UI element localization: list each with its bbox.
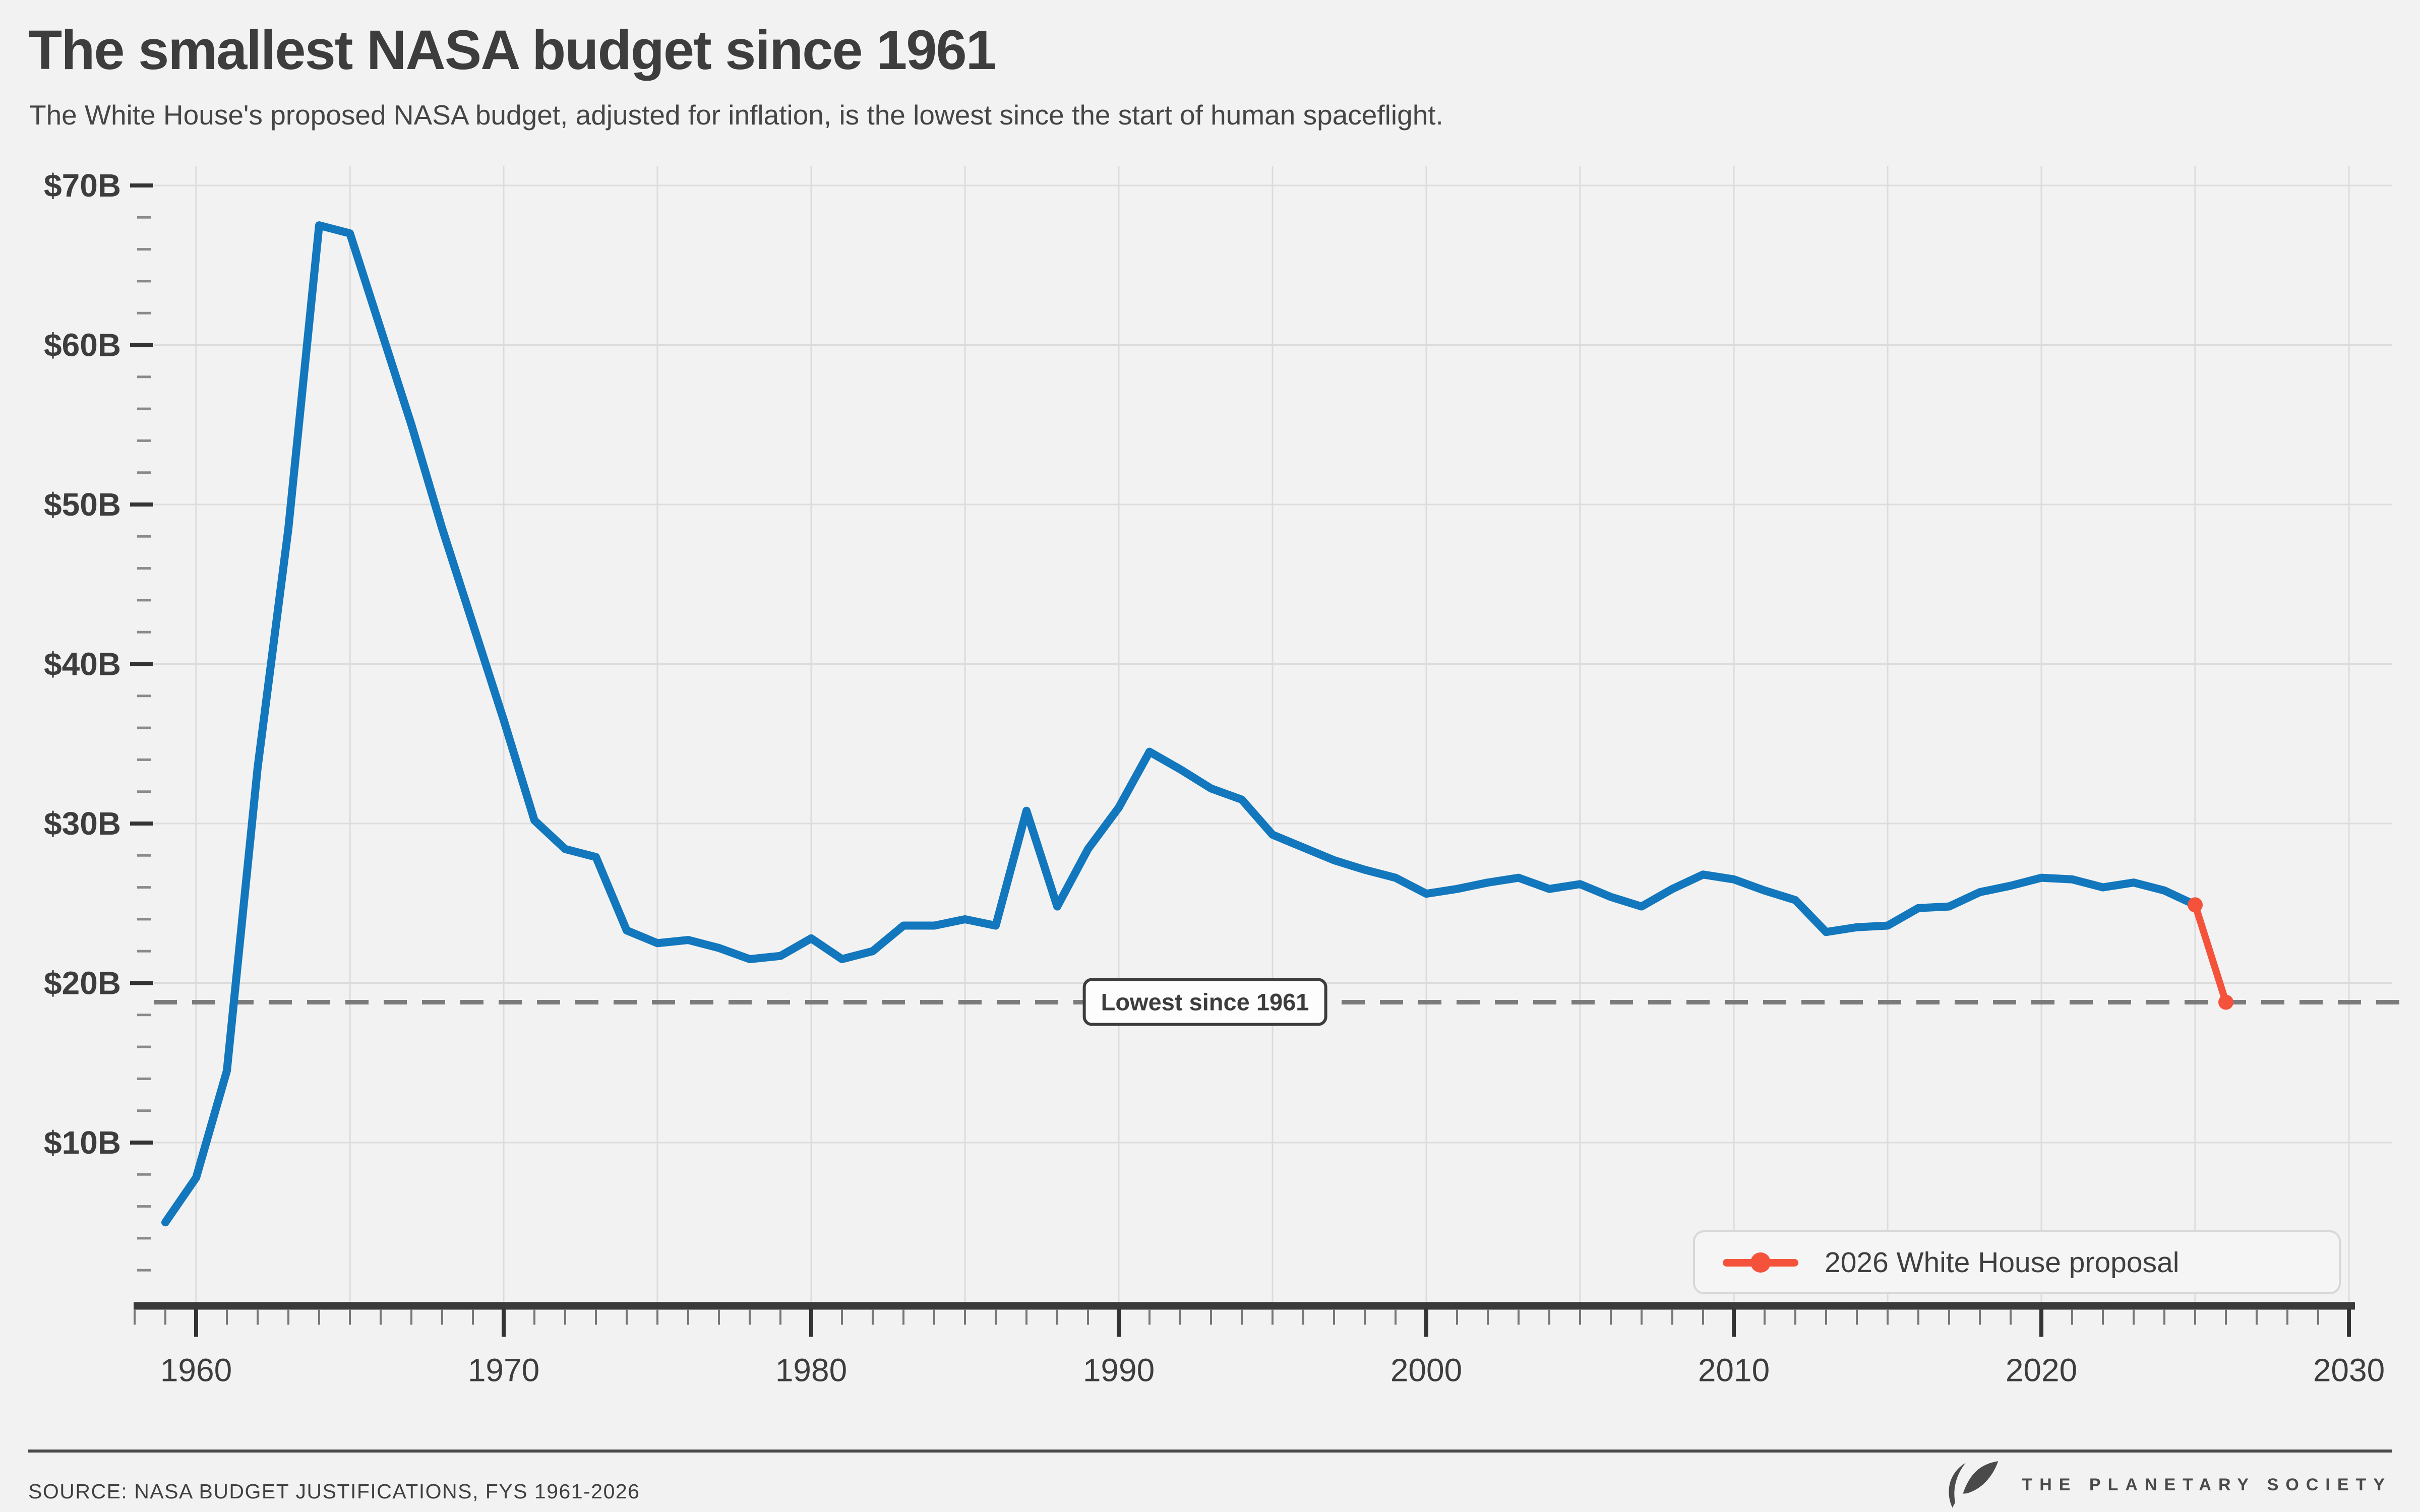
footer-divider — [28, 1450, 2392, 1453]
x-axis-label: 2030 — [2313, 1352, 2385, 1389]
y-axis-label: $20B — [44, 965, 121, 1001]
planetary-society-sail-icon — [1949, 1461, 1999, 1508]
y-axis-label: $30B — [44, 805, 121, 842]
proposal-line — [2192, 901, 2229, 1006]
source-citation: SOURCE: NASA BUDGET JUSTIFICATIONS, FYS … — [28, 1480, 640, 1503]
legend: 2026 White House proposal — [1693, 1230, 2341, 1294]
x-axis-label: 2000 — [1390, 1352, 1462, 1389]
x-axis-label: 1990 — [1083, 1352, 1155, 1389]
y-axis-label: $60B — [44, 327, 121, 363]
proposal-legend-marker-icon — [1723, 1251, 1798, 1274]
x-axis-line — [134, 1302, 2355, 1310]
x-axis-label: 1960 — [160, 1352, 232, 1389]
reference-line-label: Lowest since 1961 — [1082, 978, 1327, 1026]
page-title: The smallest NASA budget since 1961 — [28, 19, 997, 81]
x-axis-label: 2010 — [1698, 1352, 1770, 1389]
legend-dot-swatch — [1750, 1252, 1771, 1273]
proposal-point — [2218, 994, 2233, 1010]
x-axis-label: 1980 — [775, 1352, 847, 1389]
y-axis-label: $70B — [44, 167, 121, 204]
y-axis-label: $10B — [44, 1124, 121, 1161]
y-axis-label: $50B — [44, 486, 121, 523]
proposal-point — [2188, 897, 2203, 913]
page-subtitle: The White House's proposed NASA budget, … — [29, 99, 1443, 131]
brand-lockup: THE PLANETARY SOCIETY — [1944, 1461, 2392, 1509]
brand-name: THE PLANETARY SOCIETY — [2022, 1475, 2392, 1494]
x-axis-label: 2020 — [2006, 1352, 2077, 1389]
budget-line — [161, 221, 2199, 1227]
x-axis-label: 1970 — [468, 1352, 539, 1389]
legend-label: 2026 White House proposal — [1825, 1246, 2180, 1279]
y-axis-label: $40B — [44, 646, 121, 682]
